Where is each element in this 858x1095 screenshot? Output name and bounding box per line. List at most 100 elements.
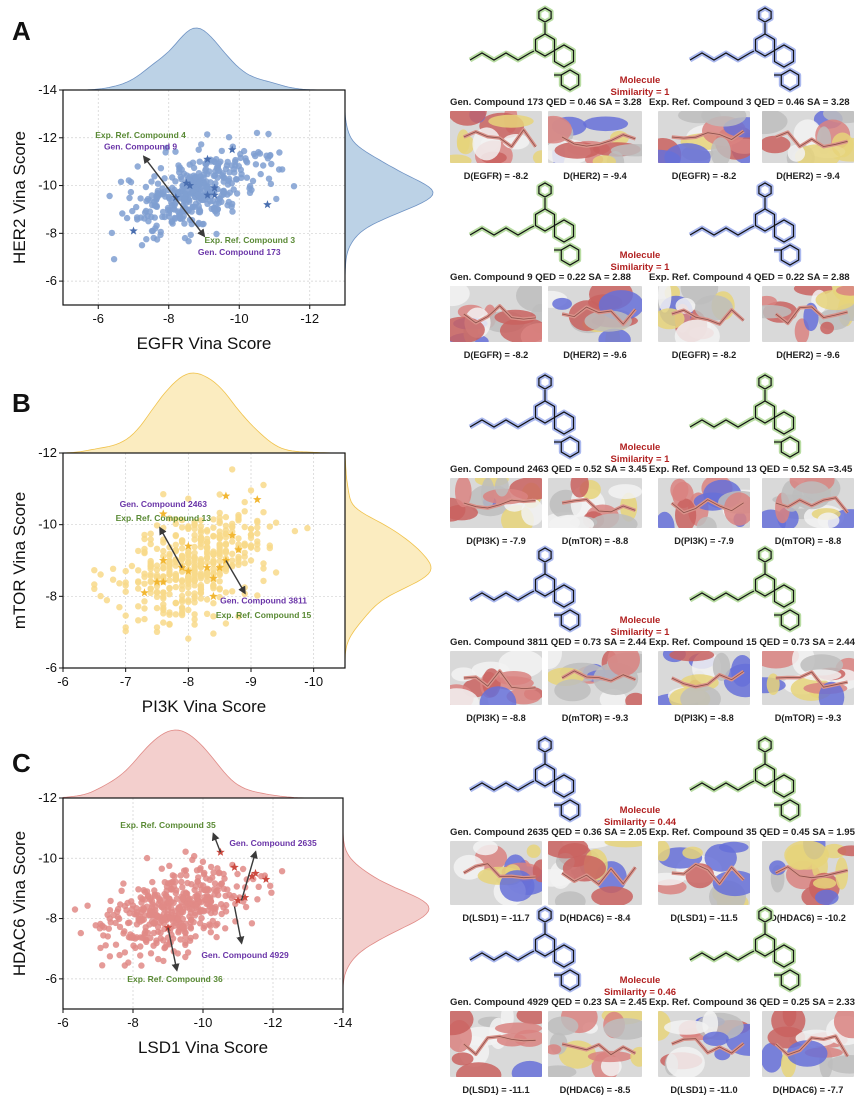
data-point [229, 466, 236, 473]
data-point [141, 570, 148, 577]
docking-pose [450, 1011, 542, 1077]
docking-score: D(HER2) = -9.6 [776, 350, 840, 360]
data-point [160, 957, 167, 965]
annotation-label: Exp. Ref. Compound 15 [216, 610, 312, 620]
docking-pose-image [762, 1011, 854, 1077]
data-point [166, 552, 173, 559]
docking-score: D(mTOR) = -8.8 [774, 536, 842, 546]
data-point [254, 530, 261, 537]
data-point [216, 558, 223, 565]
data-point [153, 628, 161, 635]
data-point [135, 578, 142, 585]
data-point [260, 481, 267, 489]
data-point [179, 884, 186, 891]
data-point [211, 206, 218, 213]
y-tick-label: -8 [45, 225, 57, 240]
y-axis-label: HER2 Vina Score [10, 131, 29, 264]
data-point [191, 536, 198, 543]
highlight-star [152, 577, 162, 586]
data-point [121, 949, 129, 956]
highlight-star [209, 573, 218, 583]
y-tick-label: -10 [38, 850, 57, 865]
docking-score: D(PI3K) = -8.8 [674, 713, 734, 723]
panel-label-a: A [12, 16, 31, 46]
similarity-value: Similarity = 0.46 [603, 987, 677, 998]
data-point [185, 524, 192, 531]
molecule-structure [688, 180, 802, 268]
data-point [191, 560, 198, 567]
y-tick-label: -12 [38, 790, 57, 805]
data-point [175, 929, 182, 936]
highlight-star [215, 563, 224, 572]
molecule-structure [468, 735, 582, 823]
data-point [260, 560, 267, 567]
data-point [172, 520, 179, 527]
data-point [260, 565, 267, 572]
data-point [166, 557, 173, 565]
data-point [203, 554, 211, 561]
data-point [268, 160, 275, 168]
data-point [178, 596, 186, 604]
data-point [141, 580, 148, 587]
data-point [169, 872, 176, 879]
data-point [267, 882, 274, 889]
docking-pose [450, 286, 542, 342]
data-point [191, 525, 198, 532]
docking-pose [762, 478, 854, 528]
data-point [197, 529, 205, 536]
data-point [204, 131, 211, 138]
data-point [197, 590, 205, 597]
data-point [123, 214, 131, 222]
highlight-star [184, 541, 193, 550]
data-point [235, 558, 242, 566]
data-point [141, 888, 149, 896]
x-tick-label: -10 [194, 1015, 213, 1030]
data-point [198, 915, 205, 922]
docking-pose-image [762, 111, 854, 163]
annotation-arrow [211, 832, 222, 853]
data-point [203, 544, 211, 551]
left-molecule [450, 180, 600, 275]
data-point [128, 905, 136, 913]
data-point [103, 597, 111, 604]
similarity-label: Molecule Similarity = 1 [600, 615, 680, 639]
similarity-label: Molecule Similarity = 0.46 [600, 975, 680, 999]
data-point [153, 222, 160, 229]
data-point [185, 574, 192, 581]
data-point [203, 571, 211, 579]
data-point [172, 546, 179, 554]
data-point [185, 598, 192, 605]
data-point [247, 487, 255, 494]
data-point [147, 540, 154, 548]
data-point [183, 904, 191, 911]
x-axis-label: LSD1 Vina Score [138, 1038, 268, 1057]
data-point [119, 210, 126, 217]
data-point [247, 543, 255, 550]
x-tick-label: -6 [57, 1015, 69, 1030]
data-point [197, 583, 205, 591]
docking-pose-image [548, 841, 642, 905]
data-point [237, 154, 244, 162]
highlight-star [210, 190, 219, 199]
data-point [233, 883, 240, 890]
annotation-label: Gen. Compound 4929 [201, 950, 289, 960]
data-point [254, 896, 261, 903]
data-point [210, 172, 218, 179]
data-point [141, 535, 148, 543]
data-point [71, 906, 79, 913]
data-point [225, 134, 233, 141]
data-point [222, 522, 230, 529]
data-point [267, 180, 275, 188]
data-point [216, 593, 223, 601]
data-point [189, 203, 196, 211]
data-point [207, 922, 214, 929]
data-point [166, 566, 173, 573]
docking-score: D(PI3K) = -7.9 [674, 536, 734, 546]
docking-score: D(HER2) = -9.6 [563, 350, 627, 360]
data-point [216, 509, 223, 517]
docking-pose-image [548, 111, 642, 163]
docking-pose-image [658, 478, 750, 528]
data-point [187, 934, 194, 942]
right-compound-caption: Exp. Ref. Compound 13 QED = 0.52 SA =3.4… [649, 464, 853, 475]
data-point [272, 519, 280, 526]
